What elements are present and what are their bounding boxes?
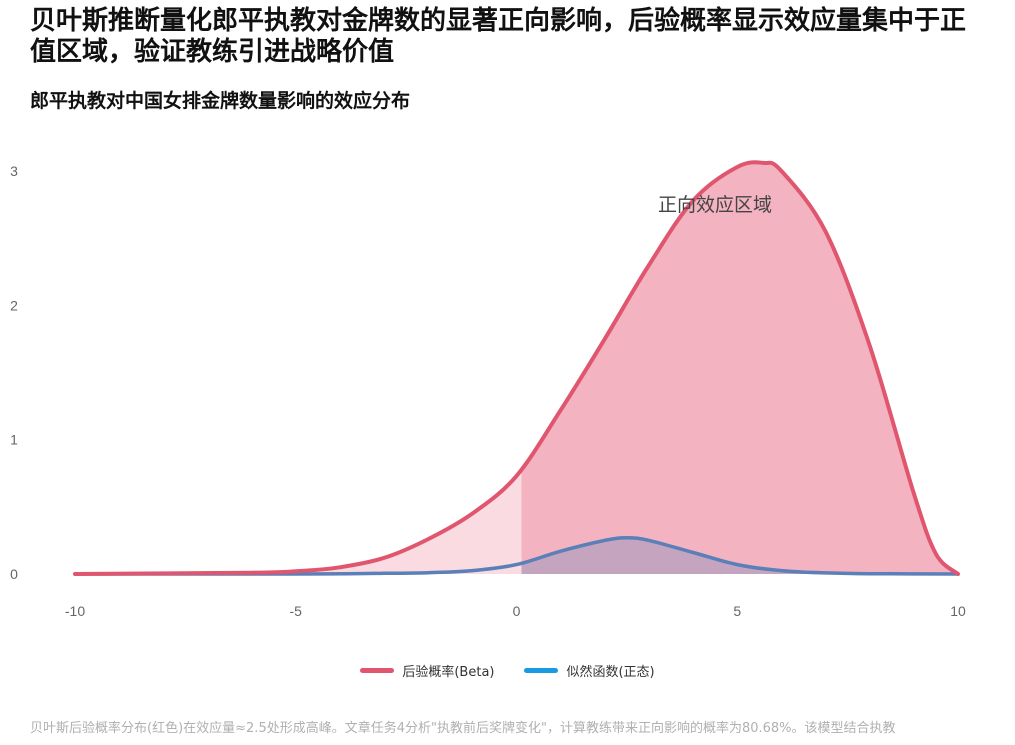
legend-swatch-posterior xyxy=(360,668,395,673)
x-tick-label: 0 xyxy=(513,603,521,619)
legend-swatch-likelihood xyxy=(524,668,559,673)
likelihood-series-line xyxy=(73,535,960,576)
y-tick-label: 1 xyxy=(10,432,18,448)
likelihood-area-positive xyxy=(521,537,958,574)
x-axis-ticks: -10 -5 0 5 10 xyxy=(65,603,966,619)
legend-label-posterior: 后验概率(Beta) xyxy=(402,665,495,680)
chart-title: 贝叶斯推断量化郎平执教对金牌数的显著正向影响，后验概率显示效应量集中于正值区域，… xyxy=(30,6,967,67)
chart-caption: 贝叶斯后验概率分布(红色)在效应量≈2.5处形成高峰。文章任务4分析"执教前后奖… xyxy=(30,721,896,736)
x-tick-label: -5 xyxy=(290,603,303,619)
y-tick-label: 0 xyxy=(10,566,18,582)
x-tick-label: 10 xyxy=(950,603,966,619)
posterior-series-line xyxy=(73,160,960,576)
x-tick-label: -10 xyxy=(65,603,85,619)
chart-subtitle: 郎平执教对中国女排金牌数量影响的效应分布 xyxy=(30,90,411,112)
y-tick-label: 3 xyxy=(10,163,18,179)
plot-area: 0 1 2 3 -10 -5 0 5 10 正向效应区域 xyxy=(10,160,966,619)
legend-label-likelihood: 似然函数(正态) xyxy=(566,665,655,680)
legend-item-likelihood: 似然函数(正态) xyxy=(524,661,655,680)
x-tick-label: 5 xyxy=(733,603,741,619)
y-tick-label: 2 xyxy=(10,297,18,313)
chart-legend: 后验概率(Beta) 似然函数(正态) xyxy=(0,661,1015,680)
posterior-area-positive xyxy=(521,162,958,574)
legend-item-posterior: 后验概率(Beta) xyxy=(360,661,494,680)
positive-effect-annotation: 正向效应区域 xyxy=(658,194,772,216)
y-axis-ticks: 0 1 2 3 xyxy=(10,163,18,582)
